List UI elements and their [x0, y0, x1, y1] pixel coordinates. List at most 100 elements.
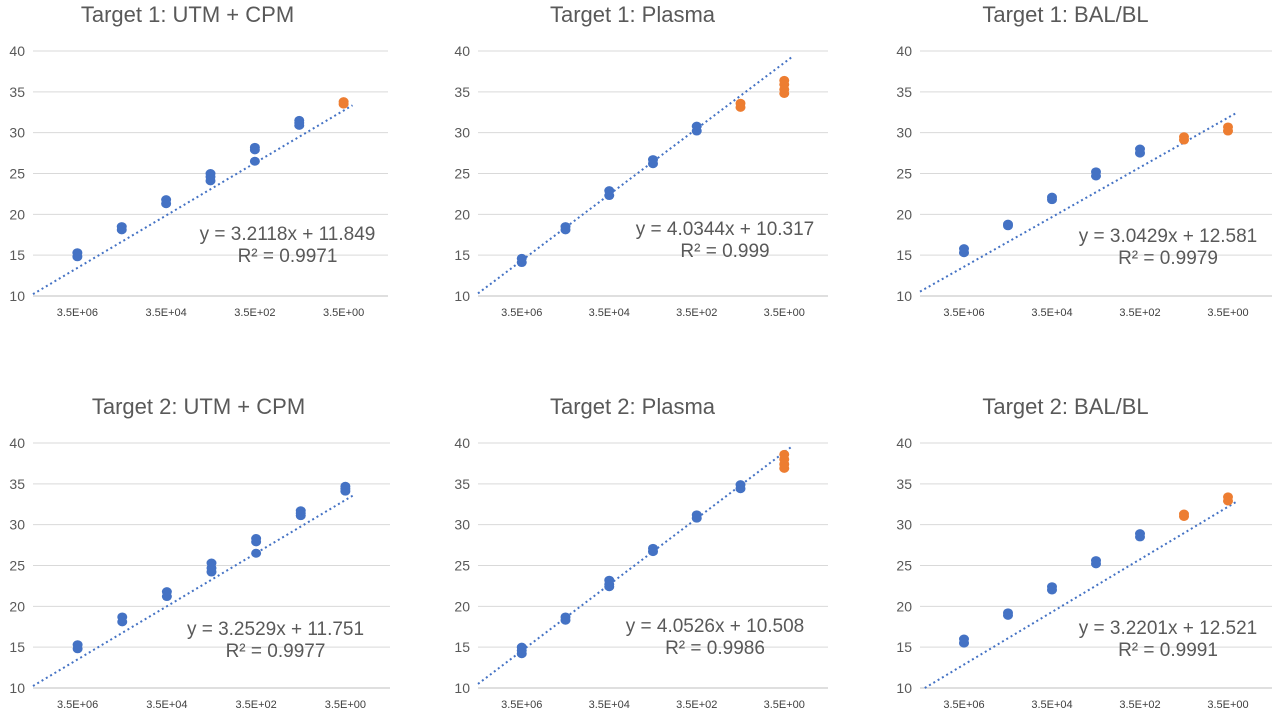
data-point	[1003, 610, 1013, 620]
equation-text: y = 3.2118x + 11.849	[199, 224, 376, 245]
chart-title: Target 1: BAL/BL	[982, 2, 1149, 27]
trendline-equation: y = 3.2529x + 11.751 R² = 0.9977	[178, 619, 373, 663]
x-tick-label: 3.5E+02	[676, 307, 717, 319]
y-tick-label: 30	[9, 517, 25, 533]
data-point	[648, 159, 658, 169]
data-point	[249, 145, 260, 155]
x-tick-label: 3.5E+02	[234, 307, 275, 319]
r-squared-text: R² = 0.999	[680, 241, 770, 262]
y-tick-label: 25	[9, 558, 25, 574]
y-tick-label: 10	[896, 288, 912, 304]
x-tick-label: 3.5E+06	[501, 699, 542, 711]
x-tick-label: 3.5E+04	[1031, 699, 1072, 711]
data-point	[116, 225, 127, 235]
chart-panel-5: Target 2: BAL/BL 10 15 20 25 30 35 40 3.5E+06 3.…	[878, 392, 1278, 722]
data-point	[340, 486, 351, 496]
data-point	[1179, 135, 1189, 145]
trendline-equation: y = 4.0526x + 10.508 R² = 0.9986	[615, 616, 815, 660]
data-point	[1047, 195, 1057, 205]
data-point	[1135, 148, 1145, 158]
x-tick-label: 3.5E+06	[943, 307, 984, 319]
y-tick-label: 20	[896, 206, 912, 222]
y-tick-label: 15	[896, 247, 912, 263]
y-tick-label: 40	[896, 435, 912, 451]
x-tick-label: 3.5E+00	[764, 307, 805, 319]
equation-text: y = 4.0344x + 10.317	[635, 219, 815, 240]
x-tick-label: 3.5E+02	[1119, 699, 1160, 711]
equation-text: y = 3.2529x + 11.751	[186, 619, 365, 640]
r-squared-text: R² = 0.9979	[1118, 248, 1218, 269]
data-point	[959, 638, 969, 648]
data-point	[294, 120, 305, 130]
x-tick-label: 3.5E+02	[676, 699, 717, 711]
y-tick-label: 10	[9, 680, 25, 696]
x-tick-label: 3.5E+00	[325, 699, 366, 711]
data-point	[959, 248, 969, 258]
data-point	[1223, 496, 1233, 506]
y-tick-label: 35	[896, 84, 912, 100]
data-point	[648, 547, 658, 557]
data-point	[1091, 559, 1101, 569]
data-point	[1003, 221, 1013, 231]
data-point	[251, 548, 262, 558]
x-tick-label: 3.5E+00	[323, 307, 364, 319]
x-tick-label: 3.5E+06	[943, 699, 984, 711]
equation-text: y = 4.0526x + 10.508	[625, 616, 805, 637]
scatter-plot: 10 15 20 25 30 35 40 3.5E+06 3.5E+04 3.5E+02 3.5E+…	[896, 43, 1272, 319]
data-point	[117, 617, 128, 627]
data-point	[516, 649, 527, 659]
data-point	[249, 156, 260, 166]
data-point	[295, 511, 306, 521]
data-point	[1091, 171, 1101, 181]
x-tick-label: 3.5E+02	[1119, 307, 1160, 319]
y-tick-label: 40	[454, 43, 470, 59]
chart-title: Target 2: Plasma	[549, 394, 716, 419]
y-tick-label: 15	[454, 247, 470, 263]
trendline-equation: y = 4.0344x + 10.317 R² = 0.999	[625, 219, 825, 263]
y-tick-label: 20	[9, 598, 25, 614]
y-tick-label: 25	[454, 558, 470, 574]
scatter-plot: 10 15 20 25 30 35 40 3.5E+06 3.5E+04 3.5E+02 3.5E+…	[454, 43, 828, 319]
y-tick-label: 25	[454, 166, 470, 182]
x-tick-label: 3.5E+06	[57, 307, 98, 319]
y-tick-label: 40	[9, 435, 25, 451]
chart-title: Target 1: UTM + CPM	[80, 2, 295, 27]
data-point	[206, 567, 217, 577]
equation-text: y = 3.2201x + 12.521	[1078, 618, 1258, 639]
data-point	[1223, 126, 1233, 136]
y-tick-label: 35	[896, 476, 912, 492]
y-tick-label: 30	[454, 125, 470, 141]
chart-title: Target 1: Plasma	[549, 2, 716, 27]
data-point	[779, 88, 790, 98]
r-squared-text: R² = 0.9971	[237, 246, 338, 267]
data-point	[691, 126, 702, 136]
data-point	[779, 463, 790, 473]
equation-text: y = 3.0429x + 12.581	[1078, 226, 1258, 247]
y-tick-label: 30	[9, 125, 25, 141]
data-point	[560, 225, 571, 235]
x-tick-label: 3.5E+04	[589, 307, 630, 319]
trendline-equation: y = 3.2118x + 11.849 R² = 0.9971	[190, 224, 385, 268]
y-tick-label: 10	[896, 680, 912, 696]
y-tick-label: 20	[9, 206, 25, 222]
x-tick-label: 3.5E+04	[146, 699, 187, 711]
r-squared-text: R² = 0.9986	[665, 638, 765, 659]
data-point	[72, 644, 83, 654]
scatter-plot: 10 15 20 25 30 35 40 3.5E+06 3.5E+04 3.5E+02 3.5E+…	[9, 43, 388, 319]
x-tick-label: 3.5E+00	[1207, 699, 1248, 711]
chart-panel-0: Target 1: UTM + CPM 10 15 20 25 30 35 40 3.5E+0…	[0, 0, 400, 330]
y-tick-label: 35	[454, 476, 470, 492]
x-tick-label: 3.5E+04	[589, 699, 630, 711]
trendline	[924, 500, 1238, 689]
scatter-plot: 10 15 20 25 30 35 40 3.5E+06 3.5E+04 3.5E+02 3.5E+…	[896, 435, 1272, 711]
data-point	[691, 513, 702, 523]
y-tick-label: 15	[9, 247, 25, 263]
data-point	[161, 592, 172, 602]
chart-title: Target 2: BAL/BL	[982, 394, 1149, 419]
chart-panel-1: Target 1: Plasma 10 15 20 25 30 35 40 3.5E+06 3.…	[445, 0, 845, 330]
data-point	[516, 258, 527, 268]
y-tick-label: 20	[454, 598, 470, 614]
y-tick-label: 25	[9, 166, 25, 182]
y-tick-label: 35	[454, 84, 470, 100]
trendline-equation: y = 3.0429x + 12.581 R² = 0.9979	[1068, 226, 1268, 270]
